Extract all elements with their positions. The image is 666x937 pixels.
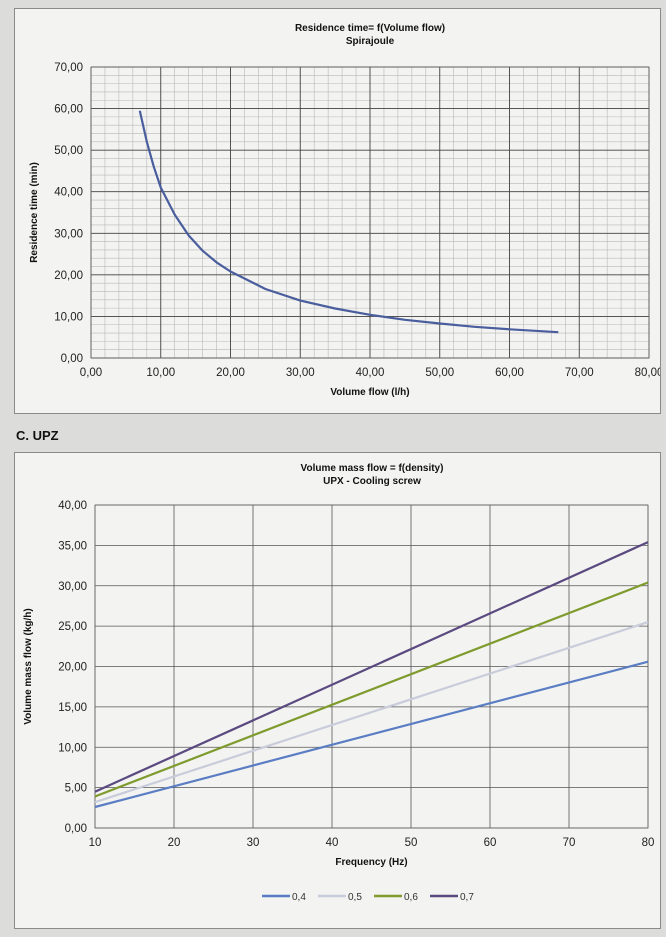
residence-time-chart-panel: 0,00 10,00 20,00 30,00 40,00 50,00 60,00 70,00 8… (14, 8, 663, 414)
x-tick-label: 0,00 (80, 367, 102, 379)
y-tick-label: 0,00 (61, 353, 83, 365)
x-tick-label: 80 (642, 837, 655, 849)
x-tick-label: 30 (247, 837, 260, 849)
mass-flow-chart-panel: 10 20 30 40 50 60 70 80 0,00 5,00 10,00 15,00 20,00 2… (14, 452, 661, 929)
x-tick-label: 10,00 (146, 367, 175, 379)
legend-label: 0,5 (348, 892, 362, 903)
x-axis-label: Volume flow (l/h) (330, 387, 409, 398)
y-tick-label: 15,00 (58, 702, 87, 714)
y-axis-label: Residence time (min) (29, 162, 40, 263)
section-label: C. UPZ (16, 428, 59, 443)
x-tick-label: 60 (484, 837, 497, 849)
y-tick-label: 30,00 (58, 581, 87, 593)
x-tick-label: 30,00 (286, 367, 315, 379)
y-tick-label: 20,00 (54, 270, 83, 282)
x-tick-label: 50 (405, 837, 418, 849)
plot-area-border (90, 66, 650, 359)
y-tick-label: 40,00 (54, 187, 83, 199)
series-line-0-4 (94, 660, 649, 809)
x-tick-label: 50,00 (425, 367, 454, 379)
series-line-0-6 (94, 581, 649, 798)
y-tick-label: 10,00 (58, 742, 87, 754)
x-tick-label: 20 (168, 837, 181, 849)
y-tick-label: 40,00 (58, 500, 87, 512)
y-tick-label: 5,00 (65, 783, 87, 795)
series-line-0-7 (94, 541, 649, 793)
x-tick-label: 40,00 (356, 367, 385, 379)
legend-label: 0,7 (460, 892, 474, 903)
y-tick-label: 0,00 (65, 823, 87, 835)
y-axis-label: Volume mass flow (kg/h) (23, 608, 34, 725)
y-tick-label: 50,00 (54, 145, 83, 157)
x-tick-label: 70,00 (565, 367, 594, 379)
x-tick-label: 80,00 (635, 367, 660, 379)
y-tick-label: 60,00 (54, 104, 83, 116)
chart-subtitle: UPX - Cooling screw (323, 476, 421, 487)
plot-area-border (94, 504, 649, 829)
y-tick-label: 20,00 (58, 662, 87, 674)
x-tick-label: 70 (563, 837, 576, 849)
x-axis-label: Frequency (Hz) (335, 857, 407, 868)
y-tick-label: 30,00 (54, 228, 83, 240)
y-tick-label: 10,00 (54, 311, 83, 323)
y-tick-label: 25,00 (58, 621, 87, 633)
y-tick-label: 70,00 (54, 62, 83, 74)
chart-subtitle: Spirajoule (346, 36, 395, 47)
y-tick-label: 35,00 (58, 540, 87, 552)
series-line-0 (138, 110, 559, 334)
legend-label: 0,6 (404, 892, 418, 903)
chart-title: Volume mass flow = f(density) (301, 463, 444, 474)
x-tick-label: 40 (326, 837, 339, 849)
x-tick-label: 10 (89, 837, 102, 849)
x-tick-label: 60,00 (495, 367, 524, 379)
legend-label: 0,4 (292, 892, 306, 903)
mass-flow-chart: 10 20 30 40 50 60 70 80 0,00 5,00 10,00 15,00 20,00 2… (23, 463, 655, 903)
x-tick-label: 20,00 (216, 367, 245, 379)
chart-title: Residence time= f(Volume flow) (295, 23, 445, 34)
residence-time-chart: 0,00 10,00 20,00 30,00 40,00 50,00 60,00 70,00 8… (29, 23, 663, 398)
series-line-0-5 (94, 621, 649, 804)
